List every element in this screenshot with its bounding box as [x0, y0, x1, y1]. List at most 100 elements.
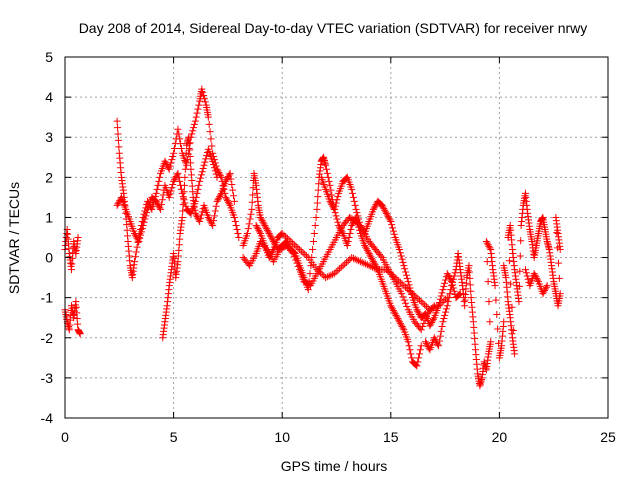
- x-tick-label: 5: [170, 429, 178, 445]
- data-point: [204, 213, 212, 221]
- data-point: [189, 127, 197, 135]
- data-point: [541, 286, 549, 294]
- data-point: [202, 155, 210, 163]
- data-point: [226, 169, 234, 177]
- data-point: [357, 223, 365, 231]
- data-point: [509, 327, 517, 335]
- data-point: [348, 221, 356, 229]
- data-point: [297, 247, 305, 255]
- data-point: [193, 109, 201, 117]
- data-point: [260, 220, 268, 228]
- data-point: [283, 234, 291, 242]
- data-point: [466, 274, 474, 282]
- data-point: [413, 362, 421, 370]
- data-point: [180, 194, 188, 202]
- data-point: [182, 149, 190, 157]
- data-point: [306, 270, 314, 278]
- data-point: [349, 193, 357, 201]
- data-point: [389, 305, 397, 313]
- data-point: [415, 350, 423, 358]
- data-point: [313, 199, 321, 207]
- data-point: [343, 242, 351, 250]
- data-point: [211, 207, 219, 215]
- data-point: [212, 202, 220, 210]
- data-point: [248, 198, 256, 206]
- data-point: [394, 315, 402, 323]
- data-point: [438, 323, 446, 331]
- data-point: [444, 271, 452, 279]
- data-point: [554, 259, 562, 267]
- plot-frame: [64, 56, 609, 419]
- data-point: [400, 262, 408, 270]
- data-point: [417, 342, 425, 350]
- data-point: [209, 157, 217, 165]
- data-point: [345, 234, 353, 241]
- data-point: [508, 303, 516, 311]
- data-point: [388, 270, 396, 278]
- data-point: [230, 197, 238, 205]
- series-trace-h: [317, 173, 464, 330]
- data-point: [293, 259, 301, 267]
- data-point: [332, 212, 340, 220]
- data-point: [422, 302, 430, 310]
- data-point: [222, 177, 230, 185]
- series-trace-e: [159, 133, 238, 342]
- tick-labels: 0 5 10 15 20 25 -4 -3 -2 -1 0 1 2 3 4 5: [41, 49, 616, 445]
- data-point: [389, 307, 397, 315]
- data-point: [387, 302, 395, 310]
- data-point: [399, 324, 407, 332]
- data-point: [163, 160, 171, 168]
- data-point: [351, 201, 359, 209]
- data-point: [227, 175, 235, 183]
- data-point: [154, 181, 162, 189]
- data-point: [404, 338, 412, 346]
- data-point: [372, 265, 380, 273]
- data-point: [225, 200, 233, 208]
- data-point: [555, 274, 563, 282]
- data-point: [294, 262, 302, 270]
- data-point: [224, 198, 232, 206]
- data-point: [132, 233, 140, 241]
- data-point: [330, 205, 338, 213]
- data-point: [467, 287, 475, 295]
- data-point: [407, 350, 415, 358]
- data-point: [196, 217, 204, 225]
- data-point: [455, 290, 463, 298]
- data-point: [168, 184, 176, 192]
- data-point: [378, 201, 386, 209]
- data-point: [377, 252, 385, 260]
- data-point: [180, 188, 188, 196]
- data-point: [181, 173, 189, 181]
- data-point: [440, 297, 448, 305]
- data-point: [315, 267, 323, 275]
- data-point: [367, 253, 375, 261]
- data-point: [400, 282, 408, 290]
- data-point: [246, 215, 254, 223]
- data-point: [440, 282, 448, 290]
- data-point: [290, 253, 298, 261]
- data-point: [347, 225, 355, 233]
- data-point: [194, 105, 202, 113]
- data-point: [331, 202, 339, 210]
- data-point: [186, 209, 194, 217]
- data-point: [303, 252, 311, 260]
- data-point: [362, 245, 370, 253]
- x-tick-label: 25: [600, 429, 616, 445]
- data-point: [370, 264, 378, 272]
- data-point: [542, 283, 550, 291]
- data-point: [179, 201, 187, 209]
- y-tick-label: 0: [45, 250, 53, 266]
- data-point: [402, 268, 410, 276]
- data-point: [207, 135, 215, 143]
- data-point: [449, 275, 457, 283]
- data-point: [174, 125, 182, 133]
- data-point: [349, 189, 357, 197]
- data-point: [257, 215, 265, 223]
- data-point: [370, 204, 378, 212]
- data-point: [170, 144, 178, 152]
- data-point: [166, 162, 174, 170]
- data-point: [289, 250, 297, 258]
- data-point: [396, 278, 404, 286]
- data-point: [195, 101, 203, 109]
